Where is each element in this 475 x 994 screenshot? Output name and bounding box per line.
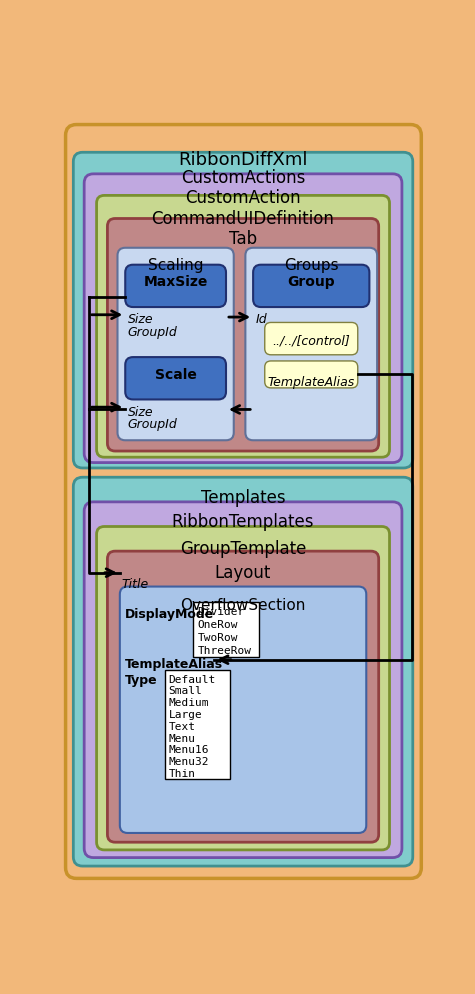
Text: Size: Size [128,406,153,418]
FancyBboxPatch shape [73,478,413,866]
Text: GroupTemplate: GroupTemplate [180,540,306,558]
Text: Scale: Scale [155,367,197,381]
Text: Type: Type [124,673,157,686]
Text: Default: Default [169,674,216,684]
Text: Templates: Templates [201,489,285,507]
FancyBboxPatch shape [125,265,226,308]
FancyBboxPatch shape [96,196,390,458]
Text: Medium: Medium [169,698,209,708]
Text: Id: Id [256,313,267,326]
Text: Menu32: Menu32 [169,756,209,766]
Text: ThreeRow: ThreeRow [197,645,251,655]
FancyBboxPatch shape [125,358,226,400]
Text: GroupId: GroupId [128,325,177,338]
Text: Small: Small [169,686,202,696]
Text: RibbonDiffXml: RibbonDiffXml [179,151,308,169]
Text: Divider: Divider [197,606,245,616]
Text: GroupId: GroupId [128,417,177,430]
Text: Group: Group [287,275,335,289]
Text: DisplayMode: DisplayMode [124,607,214,620]
FancyBboxPatch shape [120,587,366,833]
FancyBboxPatch shape [117,248,234,440]
FancyBboxPatch shape [265,323,358,356]
Text: TemplateAlias: TemplateAlias [267,376,355,389]
FancyBboxPatch shape [265,362,358,389]
Text: TwoRow: TwoRow [197,632,238,642]
FancyBboxPatch shape [84,502,402,858]
FancyBboxPatch shape [84,175,402,463]
FancyBboxPatch shape [193,602,258,658]
Text: Tab: Tab [229,230,257,248]
Text: Scaling: Scaling [148,257,203,272]
Text: CommandUIDefinition: CommandUIDefinition [152,210,334,228]
Text: OverflowSection: OverflowSection [180,597,306,612]
Text: Thin: Thin [169,768,196,778]
Text: Menu16: Menu16 [169,745,209,754]
Text: CustomActions: CustomActions [181,169,305,187]
Text: RibbonTemplates: RibbonTemplates [172,513,314,531]
Text: Large: Large [169,710,202,720]
Text: TemplateAlias: TemplateAlias [124,658,223,671]
Text: ../../[control]: ../../[control] [272,334,350,347]
Text: Size: Size [128,313,153,326]
FancyBboxPatch shape [107,552,379,842]
FancyBboxPatch shape [253,265,370,308]
FancyBboxPatch shape [107,220,379,451]
FancyBboxPatch shape [246,248,377,440]
FancyBboxPatch shape [96,527,390,850]
Text: MaxSize: MaxSize [143,275,208,289]
Text: Title: Title [122,578,149,590]
Text: Menu: Menu [169,733,196,743]
Text: OneRow: OneRow [197,619,238,629]
Text: CustomAction: CustomAction [185,189,301,208]
FancyBboxPatch shape [66,125,421,879]
FancyBboxPatch shape [73,153,413,468]
Text: Groups: Groups [284,257,339,272]
Text: Layout: Layout [215,564,271,581]
FancyBboxPatch shape [165,670,230,779]
Text: Text: Text [169,721,196,731]
